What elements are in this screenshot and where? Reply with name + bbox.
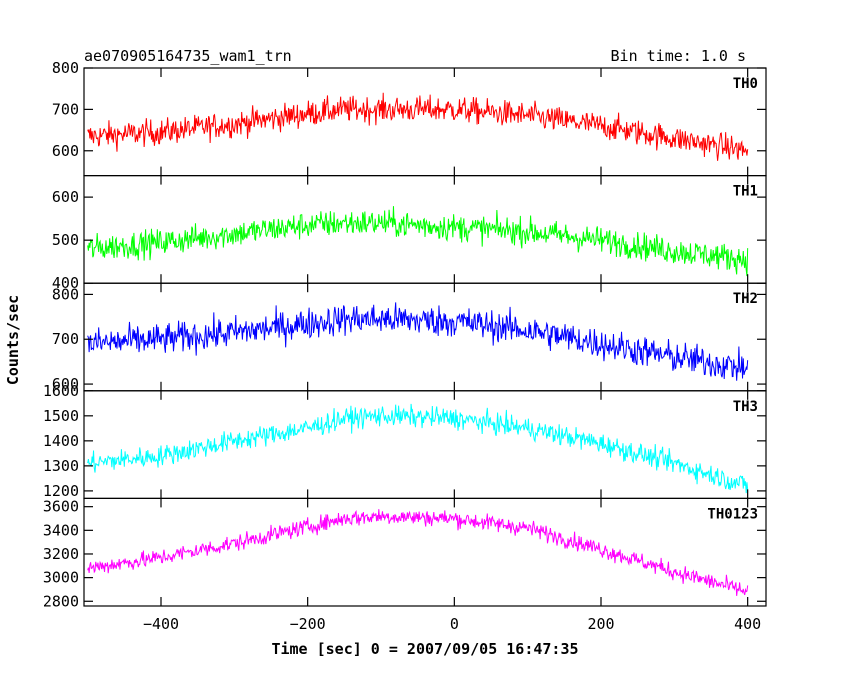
x-tick-label: 200 [587, 615, 614, 633]
panel-label-th1: TH1 [733, 184, 758, 200]
bin-time-label: Bin time: 1.0 s [611, 47, 746, 65]
panel-th0123: 2800 3000 3200 3400 3600 TH0123 [43, 497, 767, 610]
series-line-th0 [87, 92, 749, 161]
series-line-th0123 [87, 509, 749, 596]
y-tick-label: 3000 [43, 569, 79, 587]
y-tick-label: 1400 [43, 432, 79, 450]
y-tick-label: 700 [52, 100, 79, 118]
y-tick-label: 400 [52, 274, 79, 292]
y-tick-label: 1500 [43, 407, 79, 425]
y-tick-label: 700 [52, 330, 79, 348]
panel-th1: 400 500 600 TH1 [52, 175, 767, 292]
y-tick-label: 800 [52, 285, 79, 303]
y-tick-label: 3600 [43, 498, 79, 516]
x-tick-label: −400 [143, 615, 179, 633]
y-tick-label: 3200 [43, 545, 79, 563]
x-axis: −400 −200 0 200 400 [143, 615, 761, 633]
y-axis-label: Counts/sec [4, 295, 22, 385]
series-line-th2 [87, 302, 749, 381]
y-tick-label: 600 [52, 142, 79, 160]
x-axis-label: Time [sec] 0 = 2007/09/05 16:47:35 [271, 640, 578, 658]
panel-th0: 600 700 800 TH0 [52, 59, 767, 177]
y-tick-label: 600 [52, 375, 79, 393]
y-tick-label: 3400 [43, 521, 79, 539]
panel-label-th0123: TH0123 [707, 506, 758, 522]
series-line-th1 [87, 206, 749, 277]
panel-th3: 1200 1300 1400 1500 1600 TH3 [43, 382, 767, 500]
chart-title: ae070905164735_wam1_trn [84, 47, 292, 65]
y-tick-label: 1600 [43, 382, 79, 400]
panel-frame [83, 497, 767, 607]
x-tick-label: 400 [734, 615, 761, 633]
y-tick-label: 1200 [43, 482, 79, 500]
panel-label-th0: TH0 [733, 76, 758, 92]
panel-label-th3: TH3 [733, 399, 758, 415]
y-tick-label: 2800 [43, 592, 79, 610]
panel-frame [83, 390, 767, 499]
panel-th2: 600 700 800 TH2 [52, 282, 767, 393]
series-line-th3 [87, 403, 749, 494]
panel-frame [83, 67, 767, 177]
y-tick-label: 500 [52, 231, 79, 249]
panels: 600 700 800 TH0 400 500 600 TH1 600 700 800 TH2 1200… [43, 59, 767, 610]
y-tick-label: 800 [52, 59, 79, 77]
y-tick-label: 1300 [43, 457, 79, 475]
x-tick-label: −200 [290, 615, 326, 633]
x-tick-label: 0 [450, 615, 459, 633]
y-tick-label: 600 [52, 188, 79, 206]
panel-label-th2: TH2 [733, 291, 758, 307]
